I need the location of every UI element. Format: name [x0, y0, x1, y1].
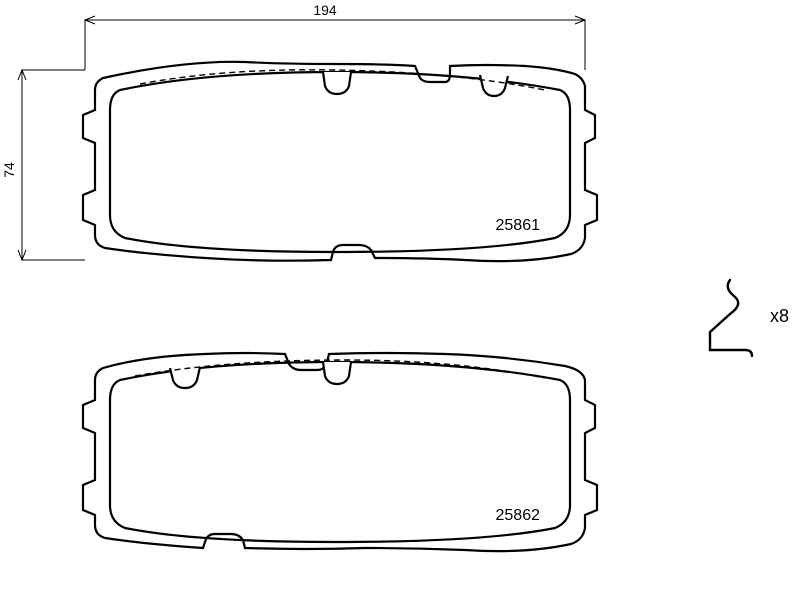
pad-top-partno: 25861 — [496, 217, 541, 234]
dim-width: 194 — [85, 2, 585, 70]
dim-width-value: 194 — [313, 2, 337, 18]
dim-height-value: 74 — [1, 162, 17, 178]
pad-bottom-partno: 25862 — [496, 507, 541, 524]
dim-height: 74 — [1, 70, 85, 260]
pad-top: 25861 — [83, 62, 597, 261]
clip-symbol: x8 — [710, 280, 789, 356]
technical-drawing: 194 74 25861 25862 — [0, 0, 800, 603]
clip-quantity: x8 — [770, 306, 789, 326]
pad-bottom: 25862 — [83, 353, 597, 551]
